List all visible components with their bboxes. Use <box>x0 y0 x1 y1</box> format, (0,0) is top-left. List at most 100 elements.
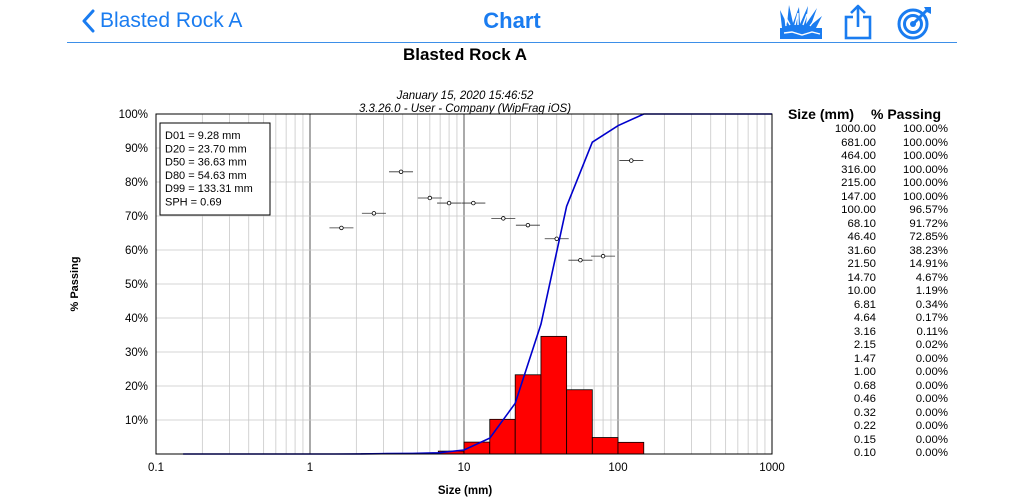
y-tick-label: 90% <box>125 143 148 155</box>
chevron-left-icon <box>82 9 95 33</box>
size-cell: 46.40 <box>847 231 876 243</box>
nav-divider <box>67 42 957 43</box>
x-tick-label: 100 <box>608 462 627 474</box>
size-cell: 0.46 <box>853 393 876 405</box>
share-icon[interactable] <box>843 4 873 45</box>
stats-line: D50 = 36.63 mm <box>165 157 247 169</box>
passing-cell: 100.00% <box>903 123 948 135</box>
size-cell: 0.22 <box>853 420 876 432</box>
size-cell: 1000.00 <box>834 123 876 135</box>
passing-cell: 0.00% <box>915 379 948 392</box>
passing-cell: 0.00% <box>915 433 948 446</box>
y-tick-label: 30% <box>125 347 148 359</box>
stats-line: SPH = 0.69 <box>165 197 222 209</box>
size-cell: 464.00 <box>841 150 876 162</box>
table-row: 0.22 0.00% <box>782 420 952 434</box>
data-point <box>339 225 344 231</box>
data-point <box>578 257 583 263</box>
x-tick-label: 1000 <box>759 462 785 474</box>
data-point <box>600 253 606 259</box>
table-row: 0.68 0.00% <box>782 380 952 394</box>
data-point <box>427 195 433 201</box>
table-row: 2.15 0.02% <box>782 339 952 353</box>
size-cell: 681.00 <box>841 136 876 149</box>
table-row: 6.81 0.34% <box>782 299 952 313</box>
target-icon[interactable] <box>896 4 934 45</box>
table-row: 46.40 72.85% <box>782 231 952 245</box>
data-table: Size (mm) % Passing 1000.00 100.00% 681.00… <box>782 106 952 461</box>
passing-cell: 100.00% <box>903 136 948 149</box>
size-cell: 0.32 <box>853 406 876 419</box>
size-cell: 3.16 <box>853 325 876 338</box>
histogram-bar <box>617 441 645 455</box>
passing-cell: 0.02% <box>915 339 948 351</box>
passing-cell: 0.00% <box>915 447 948 459</box>
back-button[interactable]: Blasted Rock A <box>82 6 242 36</box>
table-header-size: Size (mm) <box>787 106 855 122</box>
data-point <box>629 158 634 163</box>
y-tick-label: 60% <box>125 245 148 257</box>
size-cell: 68.10 <box>847 217 876 230</box>
histogram-bar <box>591 437 619 455</box>
table-row: 147.00 100.00% <box>782 191 952 205</box>
histogram-bar <box>514 374 542 455</box>
size-cell: 0.15 <box>853 433 876 446</box>
table-row: 100.00 96.57% <box>782 204 952 218</box>
passing-cell: 0.00% <box>915 393 948 405</box>
histogram-bar <box>489 418 516 455</box>
stats-line: D01 = 9.28 mm <box>165 130 241 142</box>
chart: Blasted Rock A January 15, 2020 15:46:52… <box>69 45 785 497</box>
size-cell: 6.81 <box>853 298 876 311</box>
chart-subtitle-version: 3.3.26.0 - User - Company (WipFrag iOS) <box>359 103 571 115</box>
x-axis-label: Size (mm) <box>438 485 492 497</box>
size-cell: 215.00 <box>841 177 876 189</box>
size-cell: 147.00 <box>841 190 876 203</box>
size-cell: 14.70 <box>847 271 876 284</box>
data-point <box>525 222 531 228</box>
size-cell: 0.10 <box>853 447 876 459</box>
y-axis-ticks: 10% 20% 30% 40% 50% 60% 70% 80% 90% 100% <box>119 109 148 427</box>
stats-line: D80 = 54.63 mm <box>165 170 247 182</box>
table-row: 68.10 91.72% <box>782 218 952 232</box>
size-cell: 10.00 <box>847 285 876 297</box>
stats-line: D20 = 23.70 mm <box>165 143 247 155</box>
table-row: 14.70 4.67% <box>782 272 952 286</box>
y-tick-label: 40% <box>125 313 148 325</box>
table-row: 0.32 0.00% <box>782 407 952 421</box>
y-tick-label: 50% <box>125 279 148 291</box>
size-cell: 0.68 <box>853 379 876 392</box>
table-row: 4.64 0.17% <box>782 312 952 326</box>
stats-line: D99 = 133.31 mm <box>165 183 253 195</box>
histogram-bar <box>540 335 568 455</box>
table-row: 31.60 38.23% <box>782 245 952 259</box>
size-cell: 31.60 <box>847 244 876 257</box>
table-row: 464.00 100.00% <box>782 150 952 164</box>
size-cell: 1.47 <box>853 352 876 365</box>
passing-cell: 72.85% <box>909 231 948 243</box>
blast-icon[interactable] <box>778 4 824 45</box>
sample-points <box>329 158 644 263</box>
data-point <box>471 200 476 206</box>
table-row: 1.47 0.00% <box>782 353 952 367</box>
passing-cell: 0.00% <box>915 352 948 365</box>
histogram-bars <box>335 335 645 455</box>
passing-cell: 0.00% <box>915 406 948 419</box>
size-cell: 4.64 <box>853 312 876 324</box>
x-tick-label: 1 <box>307 462 313 474</box>
passing-cell: 100.00% <box>903 190 948 203</box>
data-point <box>371 211 377 216</box>
table-row: 3.16 0.11% <box>782 326 952 340</box>
table-row: 10.00 1.19% <box>782 285 952 299</box>
table-header: Size (mm) % Passing <box>782 106 952 122</box>
table-row: 1000.00 100.00% <box>782 123 952 137</box>
data-point <box>398 169 404 174</box>
data-point <box>554 236 559 241</box>
chart-subtitle-date: January 15, 2020 15:46:52 <box>396 90 534 102</box>
back-button-label: Blasted Rock A <box>100 9 243 32</box>
passing-cell: 0.00% <box>915 366 948 378</box>
y-tick-label: 10% <box>125 415 148 427</box>
table-row: 0.46 0.00% <box>782 393 952 407</box>
y-tick-label: 80% <box>125 177 148 189</box>
size-cell: 100.00 <box>841 204 876 216</box>
